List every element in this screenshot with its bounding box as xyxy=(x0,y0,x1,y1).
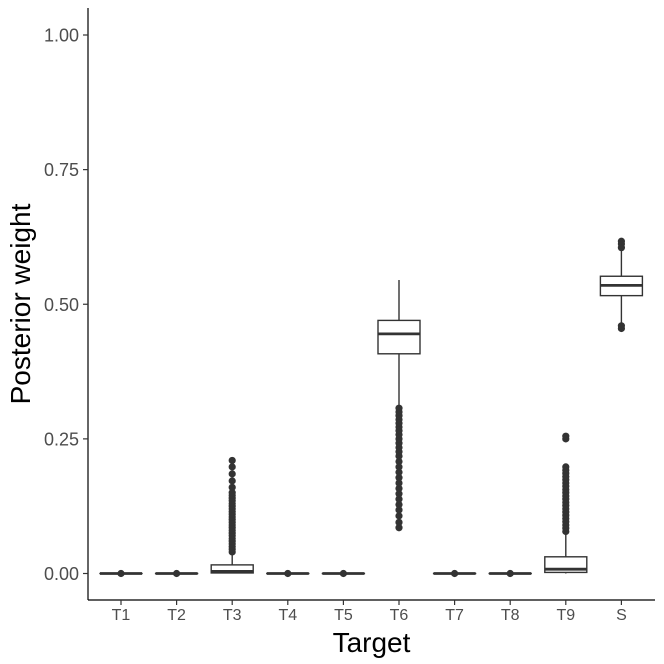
box-t2 xyxy=(154,569,199,578)
x-tick-label: S xyxy=(616,607,627,624)
outlier-point xyxy=(395,474,403,482)
box-t4 xyxy=(266,569,310,578)
box-t7 xyxy=(432,569,477,578)
box-t5 xyxy=(321,569,366,578)
outlier-point xyxy=(228,463,236,471)
outlier-point xyxy=(562,463,570,471)
axes xyxy=(87,8,655,601)
x-tick-label: T2 xyxy=(167,607,186,624)
outlier-point xyxy=(506,569,514,578)
outlier-point xyxy=(395,524,403,532)
x-tick-label: T8 xyxy=(501,607,520,624)
outlier-point xyxy=(395,404,403,412)
outlier-point xyxy=(173,569,181,578)
outlier-point xyxy=(395,457,403,466)
x-tick-label: T7 xyxy=(445,607,464,624)
y-tick-label: 0.50 xyxy=(44,295,79,315)
outlier-point xyxy=(228,477,236,485)
y-tick-label: 0.25 xyxy=(44,429,79,449)
outlier-point xyxy=(617,237,626,245)
outlier-point xyxy=(228,456,236,465)
outlier-point xyxy=(117,569,125,578)
box-t6 xyxy=(377,280,421,532)
outlier-point xyxy=(228,489,236,497)
outlier-point xyxy=(228,483,236,491)
box-body xyxy=(377,319,421,355)
outlier-point xyxy=(395,490,403,498)
outlier-point xyxy=(395,518,403,526)
y-tick-label: 0.00 xyxy=(44,564,79,584)
outlier-point xyxy=(395,500,403,509)
box-s xyxy=(599,237,644,333)
outlier-point xyxy=(562,432,570,440)
outlier-point xyxy=(284,569,292,578)
x-tick-label: T4 xyxy=(278,607,297,624)
outlier-point xyxy=(339,569,347,578)
plot-marks xyxy=(99,237,644,578)
box-t8 xyxy=(488,569,532,578)
y-axis-title: Posterior weight xyxy=(5,203,36,404)
y-tick-label: 1.00 xyxy=(44,26,79,46)
outlier-point xyxy=(395,463,403,471)
y-axis-ticks: 0.00 0.25 0.50 0.75 1.00 xyxy=(44,26,88,584)
x-tick-label: T6 xyxy=(390,607,409,624)
box-t3 xyxy=(210,456,254,574)
x-axis-ticks: T1 T2 T3 T4 T5 T6 T7 T8 T9 S xyxy=(112,600,627,624)
outlier-point xyxy=(395,495,403,503)
outlier-point xyxy=(617,322,626,330)
outlier-point xyxy=(395,506,403,514)
x-tick-label: T9 xyxy=(556,607,575,624)
box-t1 xyxy=(99,569,143,578)
box-t9 xyxy=(544,432,588,574)
box-body xyxy=(210,564,254,574)
x-tick-label: T5 xyxy=(334,607,353,624)
x-tick-label: T3 xyxy=(223,607,242,624)
outlier-point xyxy=(395,512,403,520)
outlier-point xyxy=(395,468,403,476)
outlier-point xyxy=(451,569,459,578)
outlier-point xyxy=(395,479,403,487)
x-axis-title: Target xyxy=(333,627,411,658)
outlier-point xyxy=(395,484,403,493)
y-tick-label: 0.75 xyxy=(44,160,79,180)
x-tick-label: T1 xyxy=(112,607,131,624)
outlier-point xyxy=(228,470,236,478)
